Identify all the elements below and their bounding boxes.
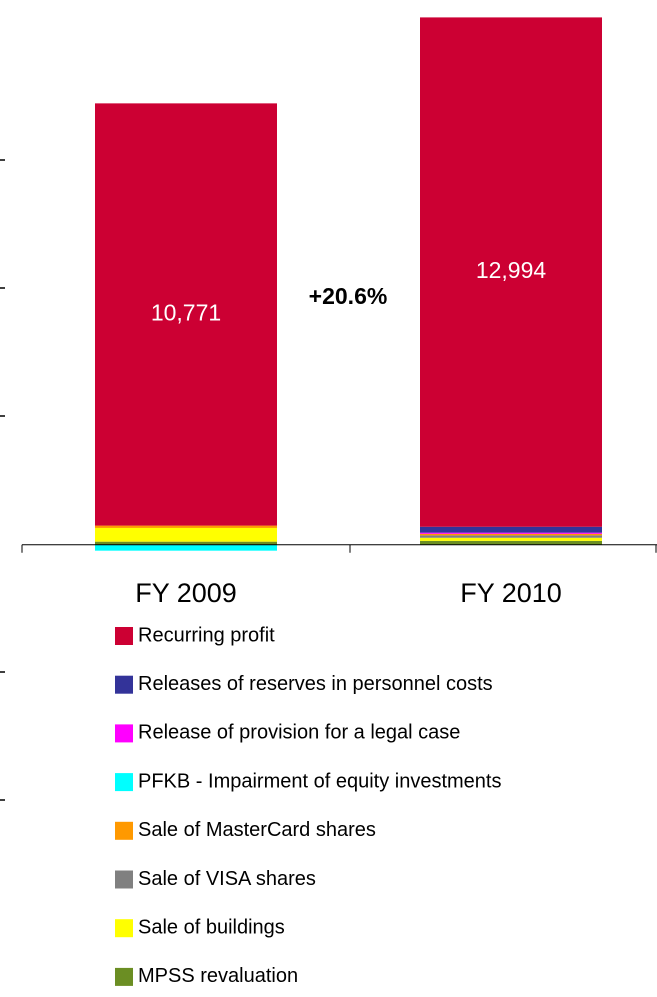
value-label: 12,994 [476,257,547,283]
legend-label: Recurring profit [138,624,275,646]
legend-swatch [115,773,133,792]
bar-segment [420,526,602,533]
legend-label: Release of provision for a legal case [138,722,460,744]
bar-segment [420,17,602,527]
bar-segment [95,527,277,542]
legend-swatch [115,724,133,743]
growth-annotation: +20.6% [309,283,388,309]
legend-label: Sale of MasterCard shares [138,819,376,841]
bar-segment [420,537,602,541]
bar-segment [95,541,277,545]
legend-swatch [115,967,133,986]
legend-label: Sale of VISA shares [138,868,316,890]
bar-segment [95,103,277,526]
bar-segment [95,544,277,551]
bar-segment [420,533,602,536]
legend-swatch [115,821,133,840]
x-tick-label: FY 2009 [135,578,237,608]
bar-segment [95,525,277,528]
left-axis-ticks [0,159,5,801]
legend-label: Sale of buildings [138,916,285,938]
x-tick-label: FY 2010 [460,578,562,608]
bar-segment [420,532,602,534]
legend-label: MPSS revaluation [138,965,298,987]
legend-swatch [115,627,133,645]
value-label: 10,771 [151,300,221,326]
legend-swatch [115,919,133,938]
legend-label: PFKB - Impairment of equity investments [138,770,501,792]
legend-swatch [115,870,133,889]
legend-label: Releases of reserves in personnel costs [138,673,493,695]
bar-segment [420,535,602,538]
legend-swatch [115,675,133,694]
bar-segment [420,540,602,545]
